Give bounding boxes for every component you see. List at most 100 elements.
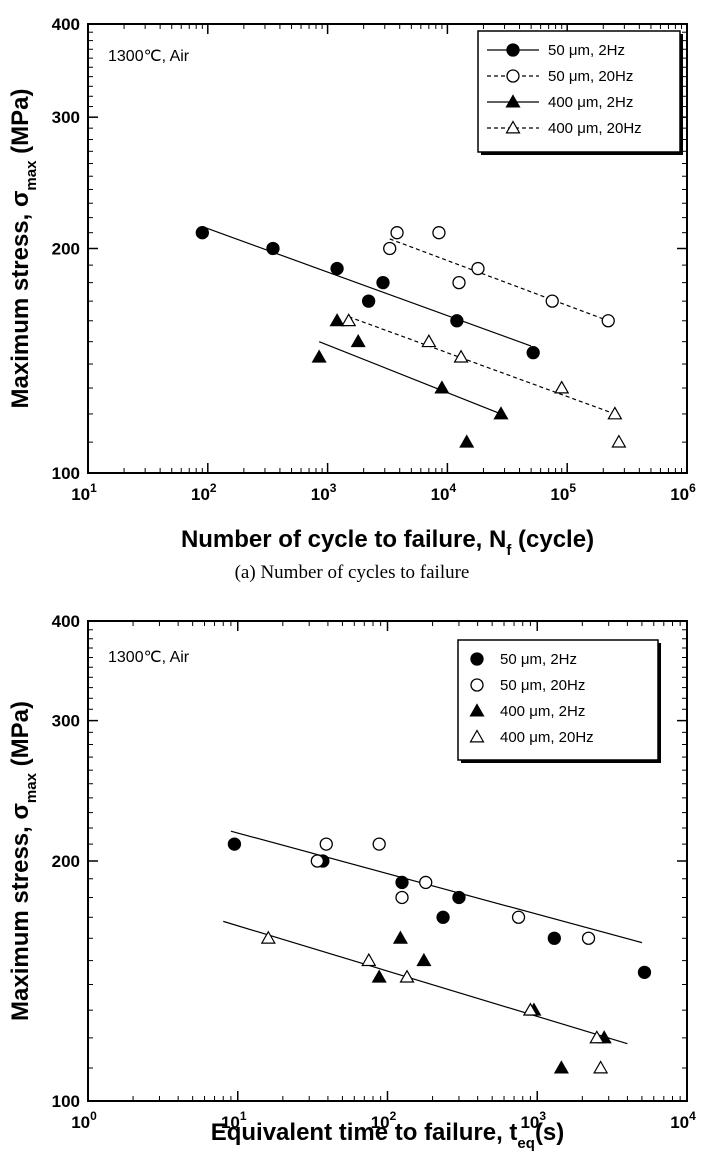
- chart-a-series-4-point: [453, 349, 469, 363]
- chart-a-legend-marker-2: [506, 69, 520, 83]
- chart-a-cycles-to-failure: 101 102 103 104 105 106 100 200 300 400 Number of …: [7, 15, 696, 559]
- chart-a-series-2-point: [452, 275, 466, 290]
- chart-a-series-1-point: [526, 346, 540, 360]
- chart-b-series-1-point: [227, 837, 242, 851]
- chart-a-series-4-point: [341, 313, 357, 327]
- chart-a-series-1-point: [376, 275, 390, 290]
- chart-b-legend-marker-1: [470, 652, 484, 666]
- chart-a-x-tick-label: 105: [550, 481, 576, 504]
- chart-b-series-1-point: [637, 965, 652, 979]
- chart-b-series-1-point: [436, 910, 450, 924]
- chart-b-series-2-point: [581, 931, 596, 945]
- chart-b-y-tick-label: 200: [52, 852, 80, 871]
- chart-a-condition-label: 1300℃, Air: [108, 48, 190, 65]
- chart-b-series-3-point: [371, 969, 387, 983]
- chart-b-fit-line-2: [223, 920, 628, 1045]
- chart-a-series-3-point: [350, 333, 366, 348]
- chart-a-series-3-point: [434, 380, 450, 394]
- chart-a-legend-marker-4: [505, 120, 521, 134]
- chart-b-x-tick-label: 100: [71, 1109, 97, 1132]
- chart-a-y-tick-label: 300: [52, 108, 80, 127]
- chart-b-series-1-point: [395, 875, 409, 890]
- chart-b-series-2-point: [372, 837, 386, 851]
- chart-b-series-1-point: [452, 890, 466, 905]
- chart-b-legend-marker-3: [469, 703, 485, 717]
- chart-b-series-4-point: [593, 1060, 609, 1074]
- chart-b-series-1-point: [547, 931, 561, 945]
- chart-a-y-tick-label: 400: [52, 15, 80, 34]
- chart-a-fit-line-series-4: [348, 316, 616, 415]
- chart-a-legend-label-2: 50 μm, 20Hz: [548, 68, 633, 85]
- chart-a-x-tick-label: 106: [670, 481, 696, 504]
- chart-b-series-3-point: [416, 952, 432, 967]
- chart-b-legend-box: [457, 639, 659, 761]
- chart-b-series-4-point: [522, 1002, 538, 1016]
- chart-b-condition-label: 1300℃, Air: [108, 649, 190, 666]
- chart-b-series-4-point: [260, 930, 276, 944]
- chart-b-y-tick-label: 300: [52, 712, 80, 731]
- chart-b-series-3-point: [392, 930, 408, 944]
- chart-a-series-3-point: [459, 434, 475, 448]
- chart-b-x-tick-label: 104: [670, 1109, 696, 1132]
- chart-a-series-1-point: [330, 261, 344, 276]
- chart-a-series-4-point: [421, 333, 437, 348]
- chart-a-y-tick-label: 200: [52, 240, 80, 259]
- chart-a-series-2-point: [432, 226, 446, 240]
- chart-a-y-axis-label: Maximum stress, σmax (MPa): [7, 89, 40, 409]
- chart-a-series-4-point: [554, 380, 570, 394]
- chart-b-legend-label-3: 400 μm, 2Hz: [500, 703, 585, 720]
- chart-b-legend-label-1: 50 μm, 2Hz: [500, 651, 577, 668]
- chart-a-series-4-point: [607, 406, 623, 420]
- chart-a-series-4-point: [611, 434, 627, 448]
- chart-b-series-4-point: [361, 952, 377, 967]
- chart-a-x-tick-label: 104: [431, 481, 457, 504]
- chart-a-x-axis-label: Number of cycle to failure, Nf (cycle): [181, 526, 594, 559]
- chart-b-y-axis-label: Maximum stress, σmax (MPa): [7, 701, 40, 1021]
- chart-b-y-tick-label: 100: [52, 1092, 80, 1111]
- caption-a: (a) Number of cycles to failure: [235, 562, 470, 583]
- chart-b-legend-marker-4: [469, 729, 485, 743]
- chart-a-legend-marker-1: [506, 43, 520, 57]
- chart-b-series-2-point: [310, 854, 324, 868]
- chart-a-fit-line-series-1: [202, 226, 532, 347]
- chart-a-fit-line-series-2: [389, 238, 609, 322]
- chart-b-legend-marker-2: [470, 678, 484, 692]
- chart-b-y-tick-label: 400: [52, 612, 80, 631]
- chart-a-y-tick-label: 100: [52, 464, 80, 483]
- chart-b-equivalent-time: 100 101 102 103 104 100 200 300 400 Equivalent ti…: [7, 612, 696, 1152]
- chart-a-series-2-point: [545, 294, 559, 308]
- chart-a-legend-label-3: 400 μm, 2Hz: [548, 94, 633, 111]
- chart-a-series-3-point: [493, 406, 509, 420]
- chart-b-series-4-point: [589, 1030, 605, 1044]
- chart-a-x-tick-label: 102: [191, 481, 217, 504]
- chart-a-fit-line-series-3: [318, 341, 502, 415]
- chart-b-legend-label-4: 400 μm, 20Hz: [500, 729, 594, 746]
- chart-b-series-2-point: [395, 890, 409, 905]
- chart-a-series-1-point: [450, 314, 464, 328]
- chart-a-series-2-point: [601, 314, 615, 328]
- chart-b-series-3-point: [553, 1060, 569, 1074]
- chart-b-x-axis-label: Equivalent time to failure, teq(s): [211, 1119, 565, 1152]
- chart-a-series-3-point: [329, 313, 345, 327]
- chart-a-series-2-point: [383, 241, 397, 256]
- chart-a-series-3-point: [311, 349, 327, 363]
- chart-b-x-tick-label: 101: [221, 1109, 247, 1132]
- chart-a-series-1-point: [195, 226, 209, 240]
- chart-b-x-tick-label: 102: [371, 1109, 397, 1132]
- chart-b-fit-line-1: [230, 830, 643, 944]
- chart-a-series-2-point: [390, 226, 404, 240]
- chart-b-series-2-point: [319, 837, 333, 851]
- chart-b-legend-label-2: 50 μm, 20Hz: [500, 677, 585, 694]
- chart-b-x-tick-label: 103: [520, 1109, 546, 1132]
- chart-a-series-1-point: [361, 294, 376, 308]
- chart-b-series-2-point: [419, 875, 433, 890]
- chart-b-series-4-point: [399, 969, 415, 983]
- chart-a-legend-label-4: 400 μm, 20Hz: [548, 120, 642, 137]
- chart-a-series-2-point: [471, 261, 485, 276]
- chart-a-legend-label-1: 50 μm, 2Hz: [548, 42, 625, 59]
- chart-a-x-tick-label: 101: [71, 481, 97, 504]
- chart-a-legend-marker-3: [505, 94, 521, 108]
- chart-b-series-2-point: [511, 910, 526, 924]
- chart-a-x-tick-label: 103: [311, 481, 337, 504]
